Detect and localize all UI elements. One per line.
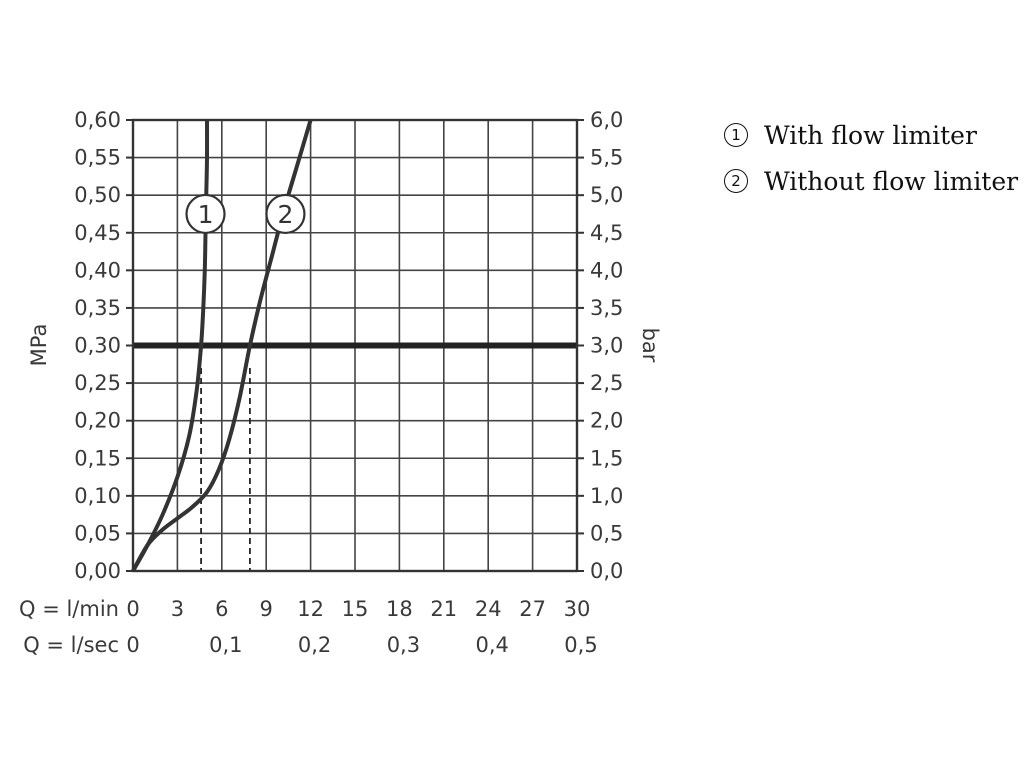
y-left-tick-label: 0,40 xyxy=(74,258,121,282)
y-right-tick-label: 1,5 xyxy=(590,446,623,470)
y-left-tick-label: 0,05 xyxy=(74,521,121,545)
y-right-tick-label: 5,0 xyxy=(590,183,623,207)
y-left-tick-label: 0,30 xyxy=(74,334,121,358)
y-left-tick-label: 0,25 xyxy=(74,371,121,395)
plot-frame xyxy=(126,118,584,573)
y-right-tick-label: 3,0 xyxy=(590,334,623,358)
legend-label-2: Without flow limiter xyxy=(764,166,1019,196)
legend-marker-2: 2 xyxy=(724,169,748,193)
x-primary-tick-label: 12 xyxy=(297,597,324,621)
drop-lines xyxy=(200,368,251,571)
x-secondary-tick-label: 0,3 xyxy=(387,633,420,657)
y-left-tick-label: 0,50 xyxy=(74,183,121,207)
x-secondary-tick-label: 0,2 xyxy=(298,633,331,657)
x-primary-tick-label: 3 xyxy=(171,597,184,621)
y-right-tick-label: 3,5 xyxy=(590,296,623,320)
y-right-tick-label: 0,0 xyxy=(590,559,623,583)
y-left-tick-label: 0,45 xyxy=(74,221,121,245)
legend-item-without-limiter: 2 Without flow limiter xyxy=(724,158,1018,204)
y-left-tick-label: 0,00 xyxy=(74,559,121,583)
x-secondary-tick-label: 0 xyxy=(126,633,139,657)
x-primary-tick-label: 27 xyxy=(519,597,546,621)
y-left-tick-label: 0,60 xyxy=(74,108,121,132)
series-marker-circle-1 xyxy=(185,193,226,235)
y-axis-left-title: MPa xyxy=(27,324,51,367)
y-left-tick-label: 0,55 xyxy=(74,146,121,170)
x-primary-tick-label: 21 xyxy=(430,597,457,621)
legend-marker-1: 1 xyxy=(724,123,748,147)
tick-labels: 0,000,050,100,150,200,250,300,350,400,45… xyxy=(74,108,623,657)
series-marker-label-2: 2 xyxy=(277,200,293,229)
x-secondary-tick-label: 0,5 xyxy=(564,633,597,657)
x-primary-tick-label: 6 xyxy=(215,597,228,621)
x-primary-tick-label: 24 xyxy=(475,597,502,621)
x-primary-tick-label: 30 xyxy=(564,597,591,621)
x-primary-tick-label: 18 xyxy=(386,597,413,621)
x-secondary-tick-label: 0,4 xyxy=(475,633,508,657)
x-secondary-tick-label: 0,1 xyxy=(209,633,242,657)
y-left-tick-label: 0,35 xyxy=(74,296,121,320)
legend-item-with-limiter: 1 With flow limiter xyxy=(724,112,1018,158)
legend-label-1: With flow limiter xyxy=(764,120,977,150)
y-right-tick-label: 5,5 xyxy=(590,146,623,170)
y-right-tick-label: 4,0 xyxy=(590,258,623,282)
y-right-tick-label: 2,5 xyxy=(590,371,623,395)
y-left-tick-label: 0,15 xyxy=(74,446,121,470)
x-axis-secondary-title: Q = l/sec xyxy=(23,633,119,657)
x-primary-tick-label: 15 xyxy=(342,597,369,621)
y-right-tick-label: 0,5 xyxy=(590,521,623,545)
y-right-tick-label: 6,0 xyxy=(590,108,623,132)
x-primary-tick-label: 0 xyxy=(126,597,139,621)
y-left-tick-label: 0,20 xyxy=(74,409,121,433)
legend: 1 With flow limiter 2 Without flow limit… xyxy=(724,112,1018,204)
y-left-tick-label: 0,10 xyxy=(74,484,121,508)
y-axis-right-title: bar xyxy=(638,328,662,363)
x-axis-primary-title: Q = l/min xyxy=(19,597,119,621)
x-primary-tick-label: 9 xyxy=(260,597,273,621)
y-right-tick-label: 2,0 xyxy=(590,409,623,433)
series-marker-circle-2 xyxy=(265,193,306,235)
series-marker-label-1: 1 xyxy=(198,200,214,229)
y-right-tick-label: 4,5 xyxy=(590,221,623,245)
y-right-tick-label: 1,0 xyxy=(590,484,623,508)
